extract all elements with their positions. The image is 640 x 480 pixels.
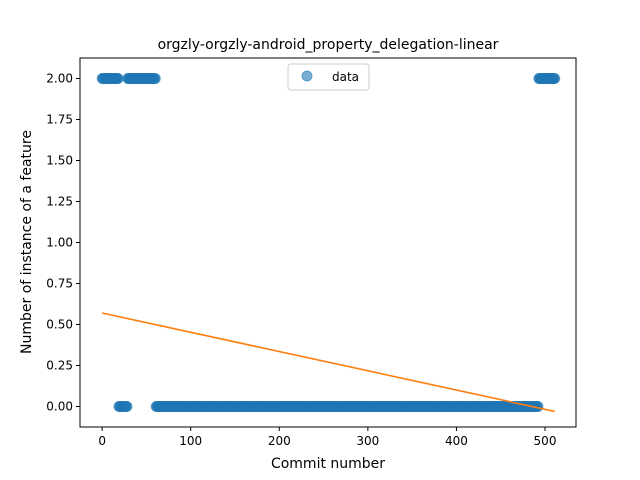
data-point xyxy=(121,401,133,412)
legend: data xyxy=(287,63,370,91)
x-tick-label: 500 xyxy=(534,434,557,448)
y-tick-label: 1.25 xyxy=(46,195,73,209)
x-tick-label: 200 xyxy=(268,434,291,448)
x-tick-label: 300 xyxy=(356,434,379,448)
legend-label-data: data xyxy=(332,70,359,84)
y-tick-label: 1.00 xyxy=(46,236,73,250)
y-tick-label: 0.75 xyxy=(46,277,73,291)
y-tick-label: 0.25 xyxy=(46,359,73,373)
y-axis-ticks: 0.00 0.25 0.50 0.75 1.00 1.25 1.50 1.75 2.00 xyxy=(46,72,80,414)
x-tick-label: 100 xyxy=(179,434,202,448)
y-tick-label: 1.50 xyxy=(46,154,73,168)
y-tick-label: 0.50 xyxy=(46,318,73,332)
data-point xyxy=(549,73,561,84)
x-axis-label: Commit number xyxy=(271,456,385,472)
legend-marker-data xyxy=(301,70,313,82)
y-tick-label: 0.00 xyxy=(46,400,73,414)
chart-title: orgzly-orgzly-android_property_delegatio… xyxy=(158,37,499,53)
legend-box xyxy=(287,63,370,91)
data-point xyxy=(112,73,124,84)
data-point xyxy=(149,73,161,84)
scatter-points xyxy=(96,73,561,412)
fit-line xyxy=(101,312,555,413)
x-tick-label: 0 xyxy=(98,434,106,448)
fit-line-layer xyxy=(101,312,555,413)
y-tick-label: 1.75 xyxy=(46,113,73,127)
y-axis-label: Number of instance of a feature xyxy=(19,130,35,354)
x-tick-label: 400 xyxy=(445,434,468,448)
x-axis-ticks: 0 100 200 300 400 500 xyxy=(98,427,556,448)
y-tick-label: 2.00 xyxy=(46,72,73,86)
